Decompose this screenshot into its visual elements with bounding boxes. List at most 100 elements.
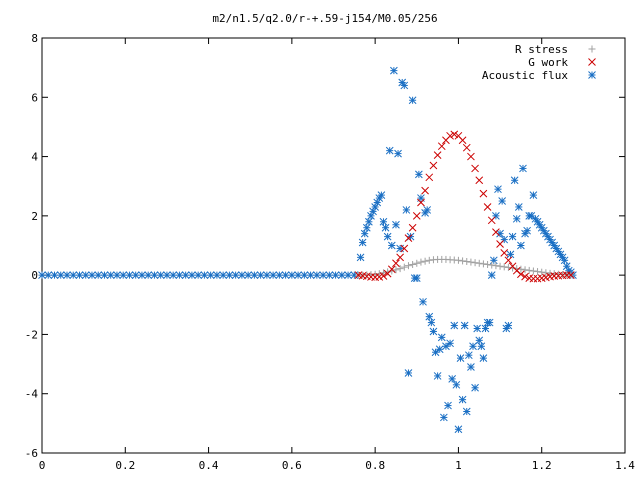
series-3-point [427,318,436,327]
y-tick-label: 8 [31,32,38,45]
series-3-point [514,203,523,211]
series-3-point [156,271,165,279]
series-2-point [500,249,509,257]
series-3-point [523,226,531,235]
series-3-point [75,271,84,279]
series-3-point [550,241,559,250]
series-3-point [269,271,277,279]
series-1-point [413,259,421,267]
series-1-point [400,263,408,271]
series-3-point [225,271,234,279]
series-2-point [496,240,504,248]
series-3-point [390,66,398,75]
series-3-point [473,324,482,333]
legend-marker [588,58,596,66]
chart-title: m2/n1.5/q2.0/r-+.59-j154/M0.05/256 [212,12,437,25]
series-3-point [458,395,467,404]
series-3-point [356,253,365,262]
y-tick-label: 6 [31,91,38,104]
series-3-point [506,250,515,259]
axes: 0 0.2 0.4 0.6 0.8 1 1.2 1.4 -6 -4 -2 0 2 4 6 8 [25,32,636,472]
series-2-marks [354,130,575,283]
series-1-point [534,268,542,276]
series-2-point [529,274,538,283]
series-3-point [402,206,411,214]
series-1-point [538,268,546,276]
series-3-point [56,271,65,279]
series-1-point [525,266,533,274]
series-3-point [471,383,479,392]
series-3-point [433,372,442,380]
series-1-point [396,265,404,273]
series-2-point [400,244,409,253]
series-3-point [394,149,402,158]
series-3-point [344,271,352,279]
series-3-point [144,271,153,279]
series-1-point [421,257,429,265]
x-tick-label: 0.8 [365,459,385,472]
x-tick-label: 1.2 [532,459,552,472]
series-3-point [412,274,421,282]
series-3-point [306,271,315,279]
series-3-point [510,176,519,185]
series-2-point [467,152,475,161]
series-1-point [492,262,500,270]
series-3-point [219,271,227,279]
series-3-point [377,191,386,199]
series-3-point [425,312,434,321]
series-3-point [238,271,246,279]
series-1-point [500,263,508,271]
series-3-point [81,271,90,279]
series-1-point [484,260,492,268]
series-2-point [479,189,488,198]
series-2-point [392,259,400,268]
series-3-point [275,271,284,279]
series-3-point [69,271,78,279]
series-3-point [435,345,444,354]
series-3-point [462,407,471,416]
series-3-point [163,271,171,279]
series-3-point [106,271,115,279]
series-2-point [504,256,513,265]
series-1-point [488,261,496,269]
series-1-point [475,259,483,267]
y-tick-label: -6 [25,447,38,460]
series-2-point [487,216,496,225]
series-1-point [529,267,537,275]
x-tick-label: 0.2 [115,459,135,472]
series-3-point [379,217,388,226]
series-1-point [417,258,425,266]
series-3-point [481,324,490,333]
legend-marker [588,71,596,79]
series-1-point [521,266,529,274]
x-tick-label: 1.4 [615,459,635,472]
series-3-point [560,256,569,265]
series-2-point [446,131,454,140]
legend-label: Acoustic flux [482,69,568,82]
series-3-point [396,244,404,253]
series-3-point [50,271,59,279]
series-3-point [200,271,209,279]
series-3-point [150,271,159,279]
series-3-point [464,351,473,360]
series-3-point [44,271,53,279]
series-2-point [412,212,421,220]
series-3-point [100,271,109,279]
series-3-point [498,197,507,205]
x-tick-label: 1 [455,459,462,472]
y-tick-label: 4 [31,151,38,164]
series-3-point [469,342,477,351]
series-2-point [521,272,529,281]
series-2-point [483,203,492,211]
series-3-point [385,146,394,155]
series-1-point [496,262,504,270]
x-tick-label: 0.6 [282,459,302,472]
series-3-point [194,271,203,279]
series-3-point [188,271,196,279]
series-2-point [437,142,446,151]
series-3-point [429,327,438,336]
legend-marker [588,45,596,53]
series-3-point [381,223,390,232]
series-1-marks [354,255,575,279]
